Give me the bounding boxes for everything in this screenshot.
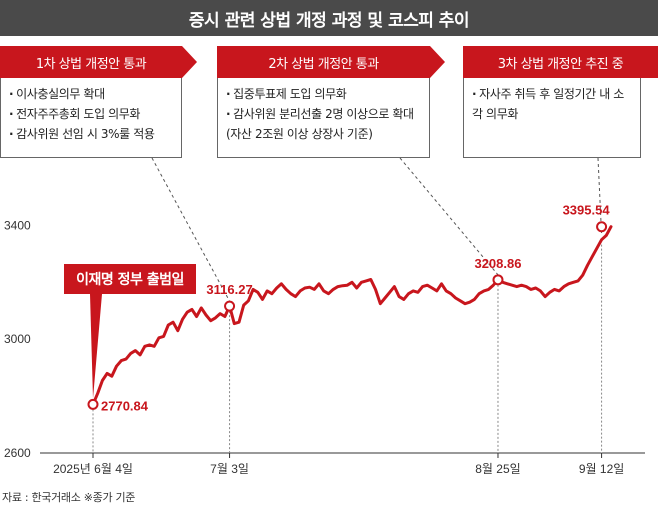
data-point-marker [492, 274, 504, 286]
x-tick-label: 7월 3일 [210, 462, 249, 476]
y-tick-label: 2600 [4, 446, 31, 460]
data-label: 2770.84 [101, 398, 149, 413]
stage-3-label: 3차 상법 개정안 추진 중 [497, 56, 624, 72]
stage-1-item: 감사위원 선임 시 3%룰 적용 [9, 124, 173, 144]
stage-3-banner: 3차 상법 개정안 추진 중 [463, 46, 658, 78]
x-tick-label: 9월 12일 [579, 462, 624, 476]
stage-1-banner: 1차 상법 개정안 통과 [0, 46, 197, 78]
data-label: 3208.86 [474, 256, 521, 271]
data-label: 3116.27 [206, 282, 252, 297]
kospi-series-line [91, 225, 613, 406]
stage-2-box: 집중투표제 도입 의무화 감사위원 분리선출 2명 이상으로 확대 (자산 2조… [217, 78, 430, 158]
callout-line [597, 157, 603, 235]
stage-2-banner: 2차 상법 개정안 통과 [217, 46, 445, 78]
stage-3-item-text: 자사주 취득 후 일정기간 내 소각 의무화 [472, 87, 624, 121]
source-note: 자료 : 한국거래소 ※종가 기준 [2, 491, 136, 504]
data-point-marker [224, 300, 236, 312]
stage-3-box: 자사주 취득 후 일정기간 내 소각 의무화 [463, 78, 641, 158]
stage-1-label: 1차 상법 개정안 통과 [35, 56, 147, 72]
stage-1-item: 전자주주총회 도입 의무화 [9, 104, 173, 124]
data-point-marker [596, 221, 608, 233]
stage-2-item: 집중투표제 도입 의무화 [226, 84, 421, 104]
data-point-marker [87, 398, 99, 410]
stage-2-note: (자산 2조원 이상 상장사 기준) [226, 127, 373, 141]
callout-line [399, 157, 499, 276]
stage-3-item: 자사주 취득 후 일정기간 내 소각 의무화 [472, 84, 632, 124]
stage-1-box: 이사충실의무 확대 전자주주총회 도입 의무화 감사위원 선임 시 3%룰 적용 [0, 78, 182, 158]
stage-1-item: 이사충실의무 확대 [9, 84, 173, 104]
stage-2-item: 감사위원 분리선출 2명 이상으로 확대 [226, 104, 421, 124]
y-tick-label: 3400 [4, 218, 31, 232]
president-label-pointer [90, 294, 102, 399]
page-title: 증시 관련 상법 개정 과정 및 코스피 추이 [0, 0, 658, 36]
president-inauguration-label: 이재명 정부 출범일 [64, 264, 196, 294]
callout-lines [90, 157, 603, 399]
chart-series [91, 225, 613, 406]
chart-axes: 2600 3000 3400 2025년 6월 4일 7월 3일 8월 25일 9월 12일 [4, 218, 645, 476]
y-tick-label: 3000 [4, 332, 31, 346]
x-tick-label: 8월 25일 [475, 462, 520, 476]
data-label: 3395.54 [563, 203, 611, 218]
chart-markers: 2770.84 3116.27 3208.86 3395.54 [87, 203, 611, 413]
x-tick-label: 2025년 6월 4일 [53, 462, 133, 476]
stage-2-label: 2차 상법 개정안 통과 [268, 56, 379, 72]
